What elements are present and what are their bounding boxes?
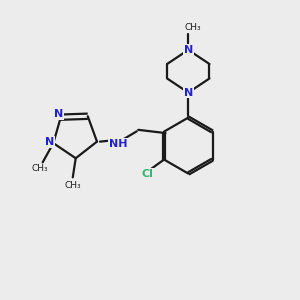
Text: CH₃: CH₃	[184, 23, 201, 32]
Text: NH: NH	[109, 139, 128, 149]
Text: CH₃: CH₃	[32, 164, 49, 173]
Text: Cl: Cl	[141, 169, 153, 179]
Text: N: N	[184, 45, 194, 55]
Text: N: N	[184, 88, 194, 98]
Text: CH₃: CH₃	[64, 181, 81, 190]
Text: N: N	[45, 137, 54, 147]
Text: N: N	[54, 109, 63, 118]
